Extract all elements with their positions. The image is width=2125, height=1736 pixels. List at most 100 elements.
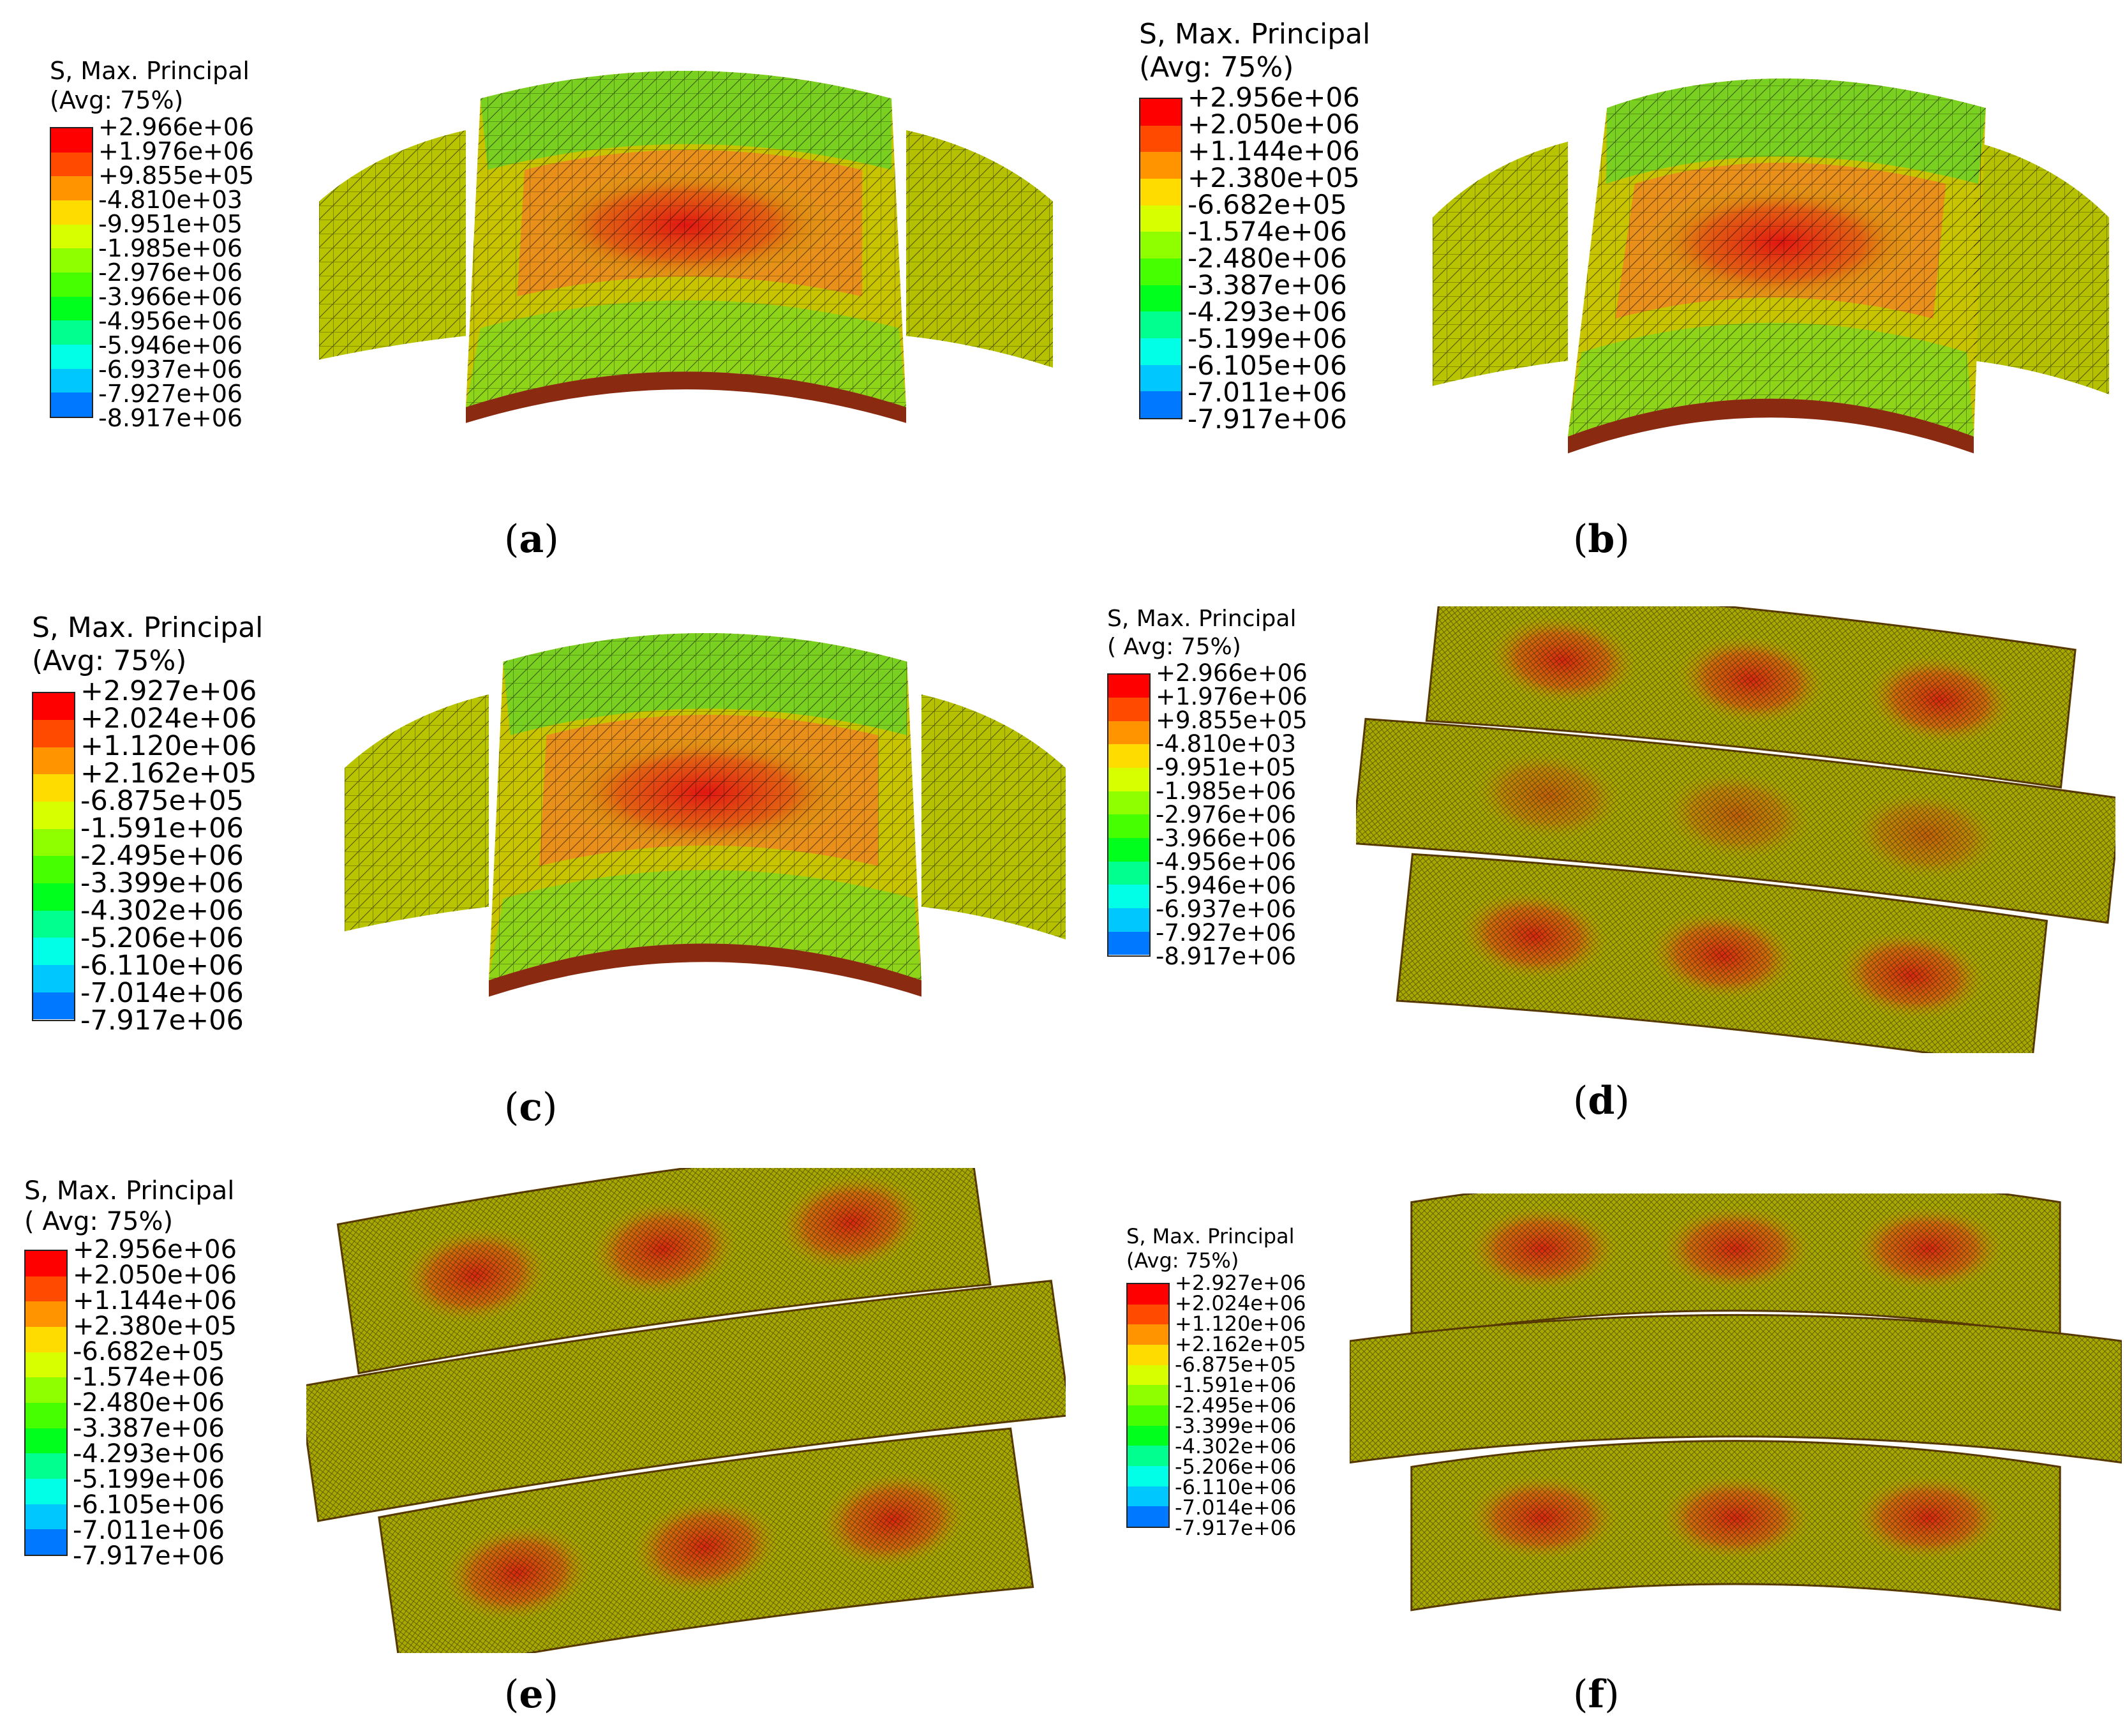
legend-tick-label: +2.927e+06 xyxy=(1175,1271,1306,1295)
legend-tick-label: -2.480e+06 xyxy=(1188,243,1347,274)
legend-tick-label: -5.206e+06 xyxy=(80,922,244,954)
colorbar-swatch xyxy=(1140,258,1181,285)
lining-block xyxy=(345,633,1066,997)
mesh xyxy=(1426,606,2076,788)
colorbar-swatch xyxy=(26,1504,66,1530)
stress-contour-model-c xyxy=(345,633,1066,997)
colorbar-swatch xyxy=(26,1529,66,1555)
mesh xyxy=(466,71,906,407)
colorbar-swatch xyxy=(1108,861,1149,885)
colorbar-swatch xyxy=(1140,364,1181,392)
colorbar-swatch xyxy=(33,692,74,721)
legend-d: S, Max. Principal ( Avg: 75%) +2.966e+06… xyxy=(1107,605,1401,968)
legend-tick-label: -6.937e+06 xyxy=(98,355,243,384)
legend-tick-label: -4.810e+03 xyxy=(98,186,243,214)
legend-tick-label: -5.199e+06 xyxy=(1188,323,1347,354)
legend-tick-label: +2.927e+06 xyxy=(80,675,257,707)
legend-tick-label: -6.875e+05 xyxy=(80,785,244,817)
caption-e: (e) xyxy=(504,1672,559,1717)
underside-edge xyxy=(466,371,906,423)
lining-assembly xyxy=(1350,1194,2122,1612)
colorbar-swatch xyxy=(26,1478,66,1504)
legend-tick-label: -6.937e+06 xyxy=(1156,895,1297,923)
legend-b: S, Max. Principal (Avg: 75%) +2.956e+06 +… xyxy=(1139,18,1433,433)
mesh xyxy=(1411,1194,2061,1337)
legend-tick-label: +2.050e+06 xyxy=(1188,108,1360,140)
colorbar-swatch xyxy=(1128,1344,1168,1365)
colorbar-swatch xyxy=(1140,232,1181,258)
colorbar-swatch xyxy=(33,910,74,938)
colorbar-swatch xyxy=(33,992,74,1020)
underside-edge xyxy=(1568,398,1974,454)
mesh xyxy=(1350,1315,2122,1463)
colorbar-swatch xyxy=(51,393,92,417)
legend-tick-label: -1.574e+06 xyxy=(73,1363,225,1392)
stress-contour-model-e xyxy=(306,1168,1066,1653)
legend-tick-label: -1.985e+06 xyxy=(98,234,243,262)
colorbar-swatch xyxy=(51,152,92,177)
legend-subtitle: (Avg: 75%) xyxy=(1126,1248,1239,1273)
legend-scale: +2.927e+06 +2.024e+06 +1.120e+06 +2.162e+05… xyxy=(32,678,325,1035)
colorbar-swatch xyxy=(1128,1304,1168,1325)
legend-tick-label: -3.387e+06 xyxy=(1188,269,1347,301)
legend-scale: +2.956e+06 +2.050e+06 +1.144e+06 +2.380e+05… xyxy=(1139,84,1433,433)
legend-tick-label: +1.120e+06 xyxy=(80,730,257,762)
legend-tick-label: -3.966e+06 xyxy=(98,283,243,311)
colorbar xyxy=(1126,1283,1170,1528)
legend-tick-label: -4.956e+06 xyxy=(98,307,243,335)
colorbar-swatch xyxy=(33,774,74,802)
colorbar-swatch xyxy=(1140,338,1181,365)
legend-tick-label: +2.966e+06 xyxy=(1156,659,1308,687)
colorbar-swatch xyxy=(1128,1465,1168,1486)
legend-tick-label: +1.120e+06 xyxy=(1175,1312,1306,1336)
legend-tick-label: +1.144e+06 xyxy=(73,1286,237,1315)
caption-d: (d) xyxy=(1573,1079,1630,1123)
colorbar-swatch xyxy=(26,1251,66,1276)
legend-tick-label: +2.162e+05 xyxy=(80,758,257,789)
legend-tick-label: -4.956e+06 xyxy=(1156,848,1297,876)
colorbar-swatch xyxy=(1140,205,1181,232)
colorbar-swatch xyxy=(26,1453,66,1479)
legend-tick-label: -4.293e+06 xyxy=(1188,296,1347,327)
legend-tick-label: -6.682e+05 xyxy=(73,1337,225,1366)
panel-d: S, Max. Principal ( Avg: 75%) +2.966e+06… xyxy=(1062,574,2125,1149)
mesh xyxy=(1411,1440,2061,1610)
mesh xyxy=(338,1168,990,1373)
stress-contour-model-b xyxy=(1433,79,2109,454)
legend-tick-label: +1.976e+06 xyxy=(98,137,255,165)
caption-b: (b) xyxy=(1573,517,1630,562)
legend-tick-label: -7.014e+06 xyxy=(80,977,244,1009)
colorbar-swatch xyxy=(1108,698,1149,721)
colorbar-swatch xyxy=(1128,1506,1168,1527)
legend-tick-label: -4.302e+06 xyxy=(80,895,244,927)
colorbar-swatch xyxy=(51,344,92,369)
legend-tick-label: -6.110e+06 xyxy=(1175,1475,1297,1499)
legend-title: S, Max. Principal xyxy=(1126,1224,1295,1248)
legend-tick-label: -4.293e+06 xyxy=(73,1439,225,1469)
legend-title: S, Max. Principal xyxy=(32,611,264,644)
colorbar-swatch xyxy=(1108,908,1149,932)
colorbar-swatch xyxy=(26,1301,66,1327)
colorbar-swatch xyxy=(1128,1385,1168,1405)
colorbar xyxy=(32,691,75,1021)
legend-tick-label: -7.014e+06 xyxy=(1175,1495,1297,1520)
colorbar-swatch xyxy=(33,720,74,747)
colorbar-swatch xyxy=(1140,178,1181,206)
panel-a: S, Max. Principal (Avg: 75%) +2.966e+06 +… xyxy=(0,0,1062,574)
colorbar xyxy=(50,127,93,418)
colorbar-swatch xyxy=(51,176,92,200)
mesh xyxy=(1356,719,2115,923)
colorbar-swatch xyxy=(33,938,74,966)
legend-tick-label: +2.956e+06 xyxy=(1188,82,1360,113)
colorbar-swatch xyxy=(1108,814,1149,839)
legend-a: S, Max. Principal (Avg: 75%) +2.966e+06 +… xyxy=(50,56,343,430)
legend-subtitle: (Avg: 75%) xyxy=(1139,51,1294,84)
stress-contour-model-f xyxy=(1350,1194,2122,1612)
legend-tick-label: -5.199e+06 xyxy=(73,1465,225,1494)
colorbar-swatch xyxy=(33,828,74,857)
lining-assembly xyxy=(1356,606,2115,1053)
legend-tick-label: -3.966e+06 xyxy=(1156,825,1297,852)
mesh-wings xyxy=(319,130,1053,368)
colorbar-swatch xyxy=(51,320,92,345)
colorbar-swatch xyxy=(1140,152,1181,179)
